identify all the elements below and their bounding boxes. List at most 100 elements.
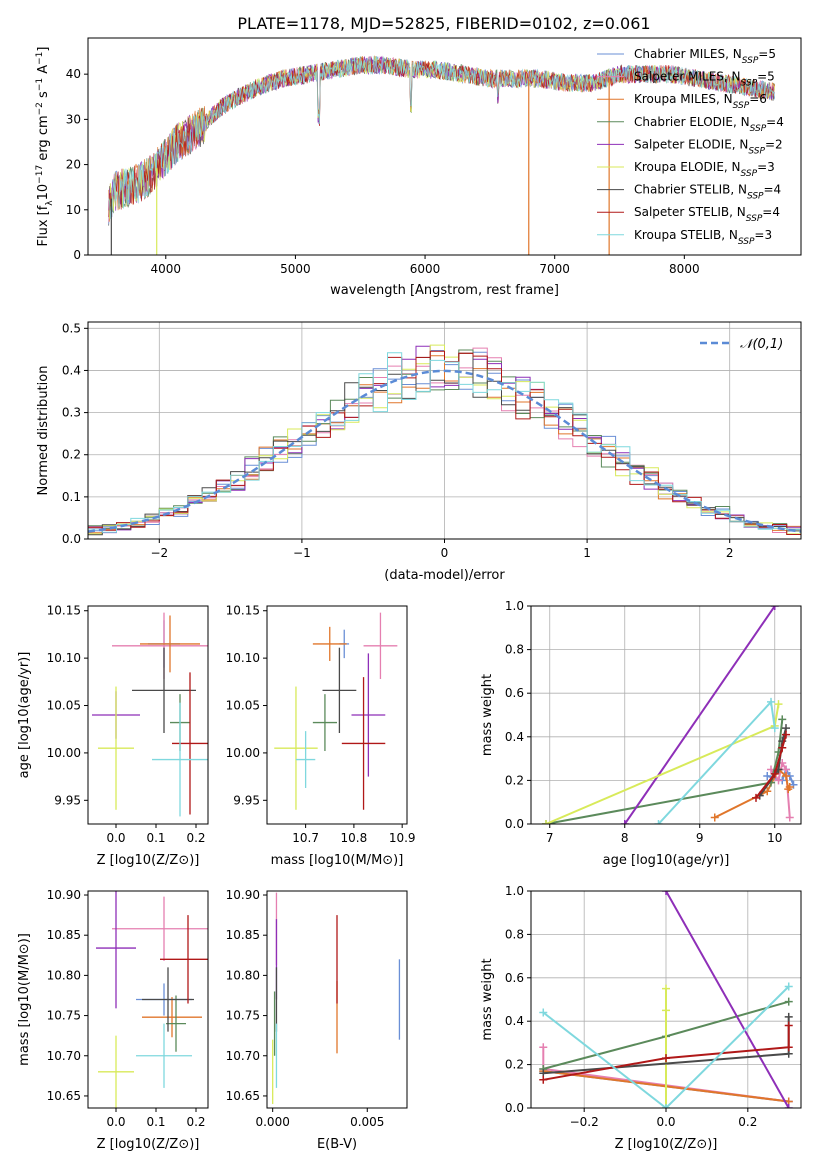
legend-label: Salpeter MILES, NSSP=5 (634, 70, 775, 89)
plot-area-residuals (88, 344, 801, 536)
y-tick-label: 20 (66, 158, 81, 172)
axes-frame (530, 890, 802, 1109)
legend-ssp-sub: SSP (746, 214, 763, 224)
x-tick-label: 2 (726, 546, 734, 560)
histogram-step (88, 349, 801, 532)
x-tick-label: 0.0 (656, 1115, 675, 1129)
y-tick-label: 10.65 (226, 1089, 260, 1103)
x-tick-label: 7000 (539, 262, 570, 276)
weight-marker (662, 891, 670, 895)
axes-frame (266, 605, 408, 825)
legend-series-name: Salpeter STELIB, N (634, 205, 746, 219)
legend-ssp-sub: SSP (741, 79, 758, 89)
x-tick-label: 10.8 (341, 831, 368, 845)
legend-ssp-sub: SSP (748, 146, 765, 156)
y-axis-label: age [log10(age/yr)] (17, 652, 32, 779)
y-tick-label: 10.05 (226, 699, 260, 713)
x-axis-label: Z [log10(Z/Z⊙)] (97, 853, 200, 868)
x-tick-label: 0.0 (106, 1115, 125, 1129)
y-tick-label: 0.8 (505, 643, 524, 657)
legend-series-name: Kroupa MILES, N (634, 92, 733, 106)
legend-series-name: Salpeter ELODIE, N (634, 137, 748, 151)
legend-label: 𝒩(0,1) (740, 337, 783, 352)
y-axis-label-part: λ (45, 200, 55, 206)
legend-series-name: Kroupa STELIB, N (634, 228, 738, 242)
legend-ssp-count: =6 (749, 92, 767, 106)
chart-mass-vs-Z: 0.0 0.1 0.2 10.65 10.70 10.75 10.80 10.85 10.90 Z… (17, 888, 209, 1152)
y-axis-label: mass weight (480, 674, 495, 756)
legend-ssp-count: =3 (757, 160, 775, 174)
y-tick-label: 0.0 (62, 532, 81, 546)
plot-area-age-vs-mass (274, 612, 398, 810)
y-tick-label: 10.70 (226, 1049, 260, 1063)
legend-series-name: Chabrier STELIB, N (634, 183, 747, 197)
weight-line (545, 703, 780, 824)
x-tick-label: 6000 (410, 262, 441, 276)
y-tick-label: 0.1 (62, 490, 81, 504)
chart-age-vs-Z: 0.0 0.1 0.2 9.95 10.00 10.05 10.10 10.15 Z [log1… (17, 604, 209, 868)
y-tick-label: 10.90 (47, 888, 81, 902)
figure-title: PLATE=1178, MJD=52825, FIBERID=0102, z=0… (237, 14, 650, 33)
y-tick-label: 10.15 (47, 604, 81, 618)
y-tick-label: 0.6 (505, 686, 524, 700)
x-tick-label: 9 (696, 831, 704, 845)
x-tick-label: 10 (767, 831, 782, 845)
legend-series-name: Salpeter MILES, N (634, 70, 741, 84)
y-tick-label: 0.8 (505, 927, 524, 941)
plot-area-weight-vs-age (542, 606, 798, 824)
x-axis-label: Z [log10(Z/Z⊙)] (97, 1137, 200, 1152)
weight-marker (770, 724, 779, 733)
y-tick-label: 10.00 (47, 746, 81, 760)
y-axis-label-part: A (36, 65, 51, 78)
weight-marker (784, 1043, 793, 1052)
y-tick-label: 0.5 (62, 321, 81, 335)
y-tick-label: 1.0 (505, 884, 524, 898)
weight-marker (763, 787, 772, 796)
weight-marker (767, 697, 775, 706)
legend-label: Kroupa STELIB, NSSP=3 (634, 228, 772, 247)
weight-marker (782, 730, 790, 739)
weight-marker (782, 772, 790, 781)
legend-label: Kroupa ELODIE, NSSP=3 (634, 160, 775, 179)
y-tick-label: 10.10 (47, 651, 81, 665)
x-tick-label: 0.2 (738, 1115, 757, 1129)
y-tick-label: 0.2 (505, 1058, 524, 1072)
x-tick-label: 0.005 (350, 1115, 384, 1129)
weight-marker (539, 1008, 548, 1017)
x-tick-label: 5000 (280, 262, 311, 276)
plot-area-mass-vs-ebv (272, 892, 401, 1104)
y-tick-label: 0.2 (505, 773, 524, 787)
y-tick-label: 10.15 (226, 604, 260, 618)
y-axis-label-part: ] (36, 47, 51, 52)
legend-ssp-sub: SSP (750, 124, 767, 134)
legend-ssp-count: =4 (766, 115, 784, 129)
x-tick-label: 8000 (669, 262, 700, 276)
legend-series-name: Chabrier MILES, N (634, 47, 742, 61)
weight-marker (784, 1104, 793, 1108)
legend-ssp-count: =4 (764, 183, 782, 197)
axes-frame (87, 605, 209, 825)
y-tick-label: 0.4 (505, 730, 524, 744)
legend-ssp-count: =2 (765, 137, 783, 151)
weight-marker (539, 1075, 548, 1084)
x-axis-label: (data-model)/error (384, 568, 505, 583)
x-tick-label: 8 (621, 831, 629, 845)
legend-ssp-count: =5 (757, 70, 775, 84)
y-tick-label: 10.80 (47, 968, 81, 982)
y-tick-label: 9.95 (54, 793, 81, 807)
y-tick-label: 10.85 (226, 928, 260, 942)
x-tick-label: 10.7 (292, 831, 319, 845)
chart-age-vs-mass: 10.7 10.8 10.9 9.95 10.00 10.05 10.10 10.15 mass… (226, 604, 416, 868)
x-tick-label: −1 (293, 546, 311, 560)
histogram-step (88, 352, 801, 534)
x-tick-label: 0 (441, 546, 449, 560)
y-axis-label-part: erg cm (36, 115, 51, 164)
x-axis-label: mass [log10(M/M⊙)] (271, 853, 404, 868)
y-tick-label: 10.85 (47, 928, 81, 942)
y-tick-label: 9.95 (233, 793, 260, 807)
y-tick-label: 0.6 (505, 971, 524, 985)
x-tick-label: 0.1 (146, 1115, 165, 1129)
y-tick-label: 30 (66, 112, 81, 126)
weight-line (543, 1025, 790, 1081)
y-tick-label: 1.0 (505, 599, 524, 613)
